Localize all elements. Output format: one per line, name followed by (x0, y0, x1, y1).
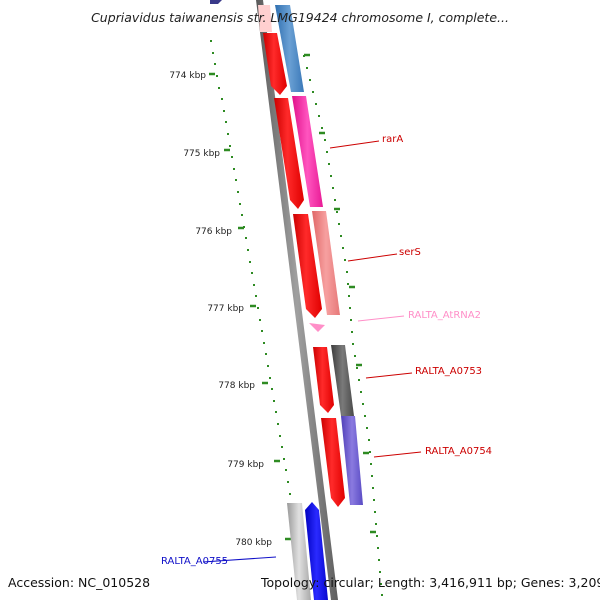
gene-RALTA-AtRNA2[interactable] (309, 323, 325, 332)
ruler-dashes-right (304, 53, 376, 534)
tick-label-774: 774 kbp (169, 71, 206, 81)
gene-serS[interactable] (312, 211, 340, 315)
tick-label-775: 775 kbp (183, 149, 220, 159)
gene-rarA[interactable] (292, 96, 323, 207)
map-title: Cupriavidus taiwanensis str. LMG19424 ch… (91, 10, 509, 25)
tick-label-780: 780 kbp (235, 538, 272, 548)
label-serS[interactable]: serS (399, 247, 421, 258)
chromosome-backbone (256, 0, 338, 600)
gene-RALTA-A0753[interactable] (331, 345, 354, 416)
accession-text: Accession: NC_010528 (8, 575, 151, 590)
gene-top-blue[interactable] (275, 5, 304, 92)
label-RALTA-A0753[interactable]: RALTA_A0753 (415, 366, 482, 377)
gene-forward-6[interactable] (321, 418, 345, 507)
gene-marker-top (210, 0, 222, 4)
gene-forward-2[interactable] (263, 33, 287, 95)
gene-bottom-gray[interactable] (287, 503, 311, 600)
forward-strand-genes (258, 5, 345, 507)
gene-forward-5[interactable] (313, 347, 334, 413)
gene-RALTA-A0755[interactable] (305, 502, 328, 600)
tick-label-776: 776 kbp (195, 227, 232, 237)
label-leaders (202, 140, 422, 563)
label-RALTA-A0755[interactable]: RALTA_A0755 (161, 556, 228, 567)
gene-RALTA-A0754[interactable] (341, 416, 363, 505)
label-RALTA-AtRNA2[interactable]: RALTA_AtRNA2 (408, 310, 481, 321)
tick-label-778: 778 kbp (218, 381, 255, 391)
tick-label-777: 777 kbp (207, 304, 244, 314)
gene-forward-1[interactable] (258, 5, 272, 32)
tick-label-779: 779 kbp (227, 460, 264, 470)
label-RALTA-A0754[interactable]: RALTA_A0754 (425, 446, 492, 457)
gene-forward-4[interactable] (293, 214, 322, 318)
label-rarA[interactable]: rarA (382, 134, 403, 145)
topology-text: Topology: circular; Length: 3,416,911 bp… (261, 575, 600, 590)
gene-forward-3[interactable] (274, 98, 304, 209)
ruler-ticks (209, 72, 291, 541)
